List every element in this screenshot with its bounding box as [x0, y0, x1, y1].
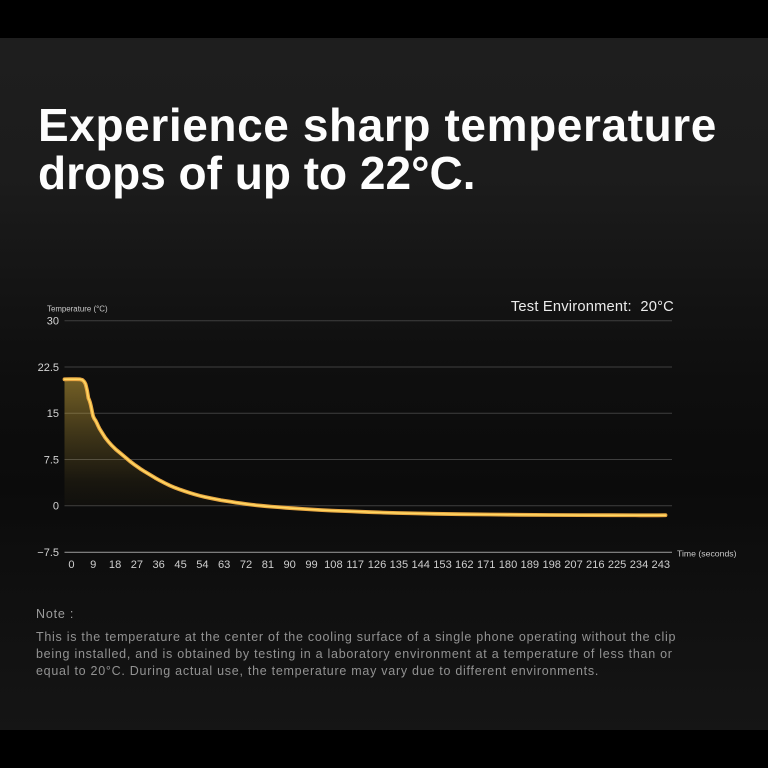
- svg-text:153: 153: [433, 559, 452, 571]
- svg-text:162: 162: [455, 559, 474, 571]
- svg-text:Temperature (°C): Temperature (°C): [47, 304, 108, 313]
- svg-text:45: 45: [174, 559, 186, 571]
- svg-text:198: 198: [542, 559, 561, 571]
- svg-text:207: 207: [564, 559, 583, 571]
- svg-text:126: 126: [368, 559, 387, 571]
- svg-text:30: 30: [47, 316, 59, 328]
- svg-text:0: 0: [68, 559, 74, 571]
- svg-text:9: 9: [90, 559, 96, 571]
- svg-text:54: 54: [196, 559, 208, 571]
- svg-text:171: 171: [477, 559, 496, 571]
- svg-text:15: 15: [47, 408, 59, 420]
- svg-text:216: 216: [586, 559, 605, 571]
- svg-text:243: 243: [652, 559, 671, 571]
- svg-text:225: 225: [608, 559, 627, 571]
- svg-text:234: 234: [630, 559, 649, 571]
- svg-text:81: 81: [262, 559, 274, 571]
- svg-text:7.5: 7.5: [44, 455, 59, 467]
- svg-text:−7.5: −7.5: [37, 547, 59, 559]
- svg-text:108: 108: [324, 559, 343, 571]
- svg-text:72: 72: [240, 559, 252, 571]
- svg-text:135: 135: [390, 559, 409, 571]
- svg-text:27: 27: [131, 559, 143, 571]
- svg-text:18: 18: [109, 559, 121, 571]
- svg-text:22.5: 22.5: [38, 362, 59, 374]
- svg-text:180: 180: [499, 559, 518, 571]
- svg-text:0: 0: [53, 501, 59, 513]
- svg-text:99: 99: [305, 559, 317, 571]
- svg-text:189: 189: [521, 559, 540, 571]
- svg-text:63: 63: [218, 559, 230, 571]
- svg-text:144: 144: [411, 559, 430, 571]
- svg-text:36: 36: [153, 559, 165, 571]
- svg-text:90: 90: [284, 559, 296, 571]
- svg-text:Time (seconds): Time (seconds): [677, 549, 737, 559]
- svg-text:117: 117: [346, 559, 364, 571]
